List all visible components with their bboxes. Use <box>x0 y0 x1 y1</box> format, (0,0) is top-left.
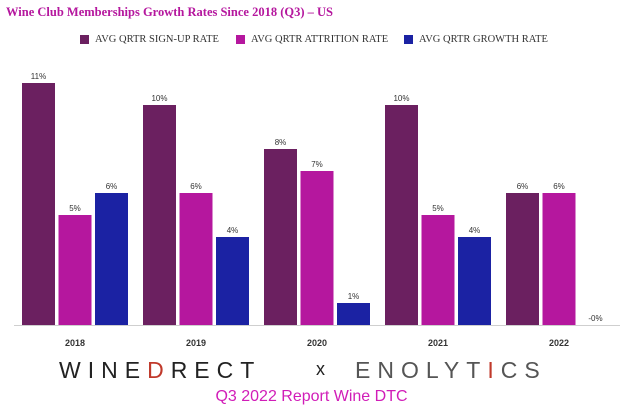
bar-2020-series-0 <box>264 149 297 325</box>
bar-2018-series-2 <box>95 193 128 325</box>
data-label-2019-series-2: 4% <box>227 226 239 235</box>
data-label-2018-series-0: 11% <box>31 72 46 81</box>
data-label-2020-series-0: 8% <box>275 138 287 147</box>
legend-label-growth: AVG QRTR GROWTH RATE <box>419 34 548 45</box>
bar-2019-series-2 <box>216 237 249 325</box>
x-tick-label-2019: 2019 <box>186 338 206 348</box>
bar-2021-series-0 <box>385 105 418 325</box>
bar-2021-series-1 <box>421 215 455 325</box>
legend-swatch-growth <box>404 35 413 44</box>
bar-2022-series-0 <box>506 193 539 325</box>
data-label-2022-series-2: -0% <box>588 314 602 323</box>
legend-swatch-attrition <box>236 35 245 44</box>
partner-logos: WINEDRECT x ENOLYTICS <box>0 357 623 387</box>
x-tick-label-2021: 2021 <box>428 338 448 348</box>
data-label-2020-series-2: 1% <box>348 292 360 301</box>
chart-legend: AVG QRTR SIGN-UP RATE AVG QRTR ATTRITION… <box>0 34 623 50</box>
legend-label-attrition: AVG QRTR ATTRITION RATE <box>251 34 389 45</box>
data-label-2018-series-1: 5% <box>69 204 81 213</box>
winedirect-logo: WINEDRECT <box>59 357 262 383</box>
data-label-2018-series-2: 6% <box>106 182 118 191</box>
logo-separator: x <box>316 359 325 379</box>
bar-2020-series-1 <box>300 171 334 325</box>
bar-2018-series-1 <box>58 215 92 325</box>
bar-2020-series-2 <box>337 303 370 325</box>
bar-chart: 11% 5% 6% 2018 10% 6% 4% 2019 8% 7% 1% 2020 10% 5% 4% 2… <box>14 72 620 348</box>
legend-item-attrition: AVG QRTR ATTRITION RATE <box>236 34 388 45</box>
data-label-2020-series-1: 7% <box>311 160 323 169</box>
x-tick-label-2022: 2022 <box>549 338 569 348</box>
enolytics-logo: ENOLYTICS <box>355 357 547 383</box>
x-tick-label-2020: 2020 <box>307 338 327 348</box>
bar-2021-series-2 <box>458 237 491 325</box>
bar-2019-series-1 <box>179 193 213 325</box>
data-label-2021-series-1: 5% <box>432 204 444 213</box>
data-label-2022-series-1: 6% <box>553 182 565 191</box>
report-footer: Q3 2022 Report Wine DTC <box>215 388 408 405</box>
data-label-2021-series-2: 4% <box>469 226 481 235</box>
legend-item-signup: AVG QRTR SIGN-UP RATE <box>80 34 219 45</box>
x-tick-label-2018: 2018 <box>65 338 85 348</box>
data-label-2022-series-0: 6% <box>517 182 529 191</box>
data-label-2019-series-1: 6% <box>190 182 202 191</box>
chart-title: Wine Club Memberships Growth Rates Since… <box>6 5 333 19</box>
legend-label-signup: AVG QRTR SIGN-UP RATE <box>95 34 219 45</box>
legend-item-growth: AVG QRTR GROWTH RATE <box>404 34 548 45</box>
data-label-2021-series-0: 10% <box>393 94 409 103</box>
bar-2019-series-0 <box>143 105 176 325</box>
bar-2022-series-1 <box>542 193 576 325</box>
bar-2018-series-0 <box>22 83 55 325</box>
data-label-2019-series-0: 10% <box>151 94 167 103</box>
legend-swatch-signup <box>80 35 89 44</box>
